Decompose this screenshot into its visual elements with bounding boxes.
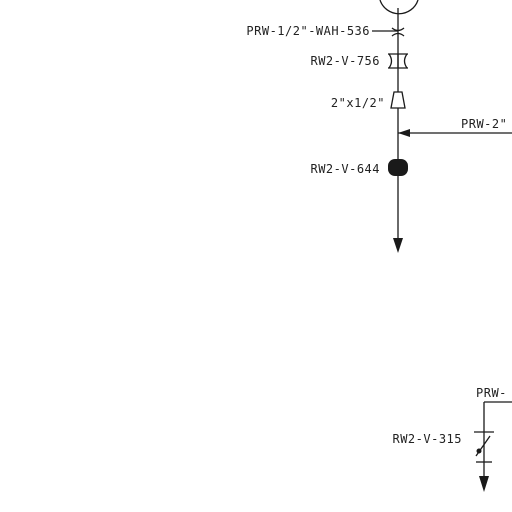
valve-315-symbol[interactable] bbox=[474, 431, 494, 463]
valve-756-label: RW2-V-756 bbox=[310, 54, 380, 68]
branch-arrow-icon bbox=[398, 129, 410, 137]
valve-756-symbol[interactable] bbox=[388, 53, 408, 69]
wah-label: PRW-1/2"-WAH-536 bbox=[246, 24, 370, 38]
valve-644-label: RW2-V-644 bbox=[310, 162, 380, 176]
prw-lower-label: PRW- bbox=[476, 386, 507, 400]
lower-flow-arrow-icon bbox=[479, 476, 489, 492]
valve-315-label: RW2-V-315 bbox=[392, 432, 462, 446]
wah-pipe-fitting bbox=[391, 27, 405, 37]
reducer-label: 2"x1/2" bbox=[331, 96, 385, 110]
valve-644-symbol[interactable] bbox=[388, 159, 408, 176]
reducer-symbol bbox=[390, 91, 406, 109]
prw-branch-label: PRW-2" bbox=[461, 117, 507, 131]
main-flow-arrow-icon bbox=[393, 238, 403, 253]
vessel-circle-outline bbox=[379, 0, 419, 15]
